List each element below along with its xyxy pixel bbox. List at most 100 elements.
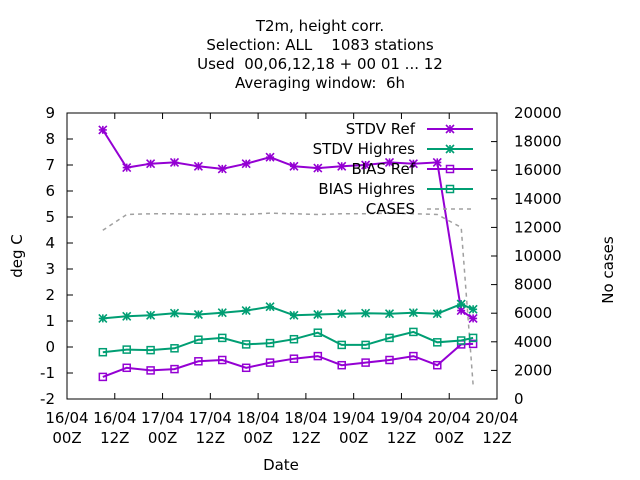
legend-label: STDV Ref: [346, 120, 416, 138]
data-point: [337, 340, 346, 350]
chart-title-line-3: Used 00,06,12,18 + 00 01 ... 12: [197, 55, 443, 73]
x-tick-label: 17/04: [141, 409, 184, 427]
plot-frame: [66, 112, 498, 400]
data-point: [361, 160, 371, 170]
x-tick-label: 12Z: [387, 429, 416, 447]
y2-tick-label: 20000: [514, 104, 562, 122]
data-point: [122, 345, 131, 354]
data-point: [409, 327, 418, 337]
data-point: [337, 309, 347, 319]
series-line: [102, 212, 474, 385]
y2-tick-label: 14000: [514, 190, 562, 208]
x-axis-label: Date: [263, 456, 299, 474]
data-point: [313, 328, 323, 337]
data-point: [170, 344, 179, 353]
y2-tick-label: 16000: [514, 161, 562, 179]
data-point: [456, 336, 466, 345]
data-point: [289, 161, 299, 171]
data-point: [169, 157, 180, 167]
legend-entry: BIAS Highres: [318, 180, 473, 198]
x-tick-label: 12Z: [291, 429, 320, 447]
data-point: [433, 338, 442, 347]
y-tick-label: 0: [45, 338, 55, 356]
data-point: [408, 308, 418, 318]
series-bias-highres: [98, 327, 478, 357]
x-tick-label: 00Z: [52, 429, 81, 447]
data-point: [122, 163, 132, 173]
chart-title-line-1: T2m, height corr.: [255, 17, 385, 35]
data-point: [313, 163, 323, 173]
x-tick-label: 19/04: [332, 409, 375, 427]
data-point: [241, 306, 251, 316]
data-point: [146, 159, 156, 169]
series-layer: [98, 125, 478, 385]
data-point: [433, 360, 442, 370]
data-point: [289, 334, 299, 344]
data-point: [265, 152, 275, 162]
data-point: [217, 164, 227, 174]
data-point: [408, 159, 418, 169]
data-point: [193, 161, 203, 171]
data-point: [361, 358, 370, 367]
data-point: [468, 313, 478, 323]
data-point: [98, 125, 108, 135]
data-point: [361, 308, 371, 318]
y-tick-label: 3: [45, 260, 55, 278]
data-point: [194, 335, 203, 344]
data-point: [98, 372, 108, 382]
legend-marker: [445, 184, 455, 194]
data-point: [265, 358, 275, 367]
data-point: [265, 302, 275, 312]
legend-label: BIAS Ref: [351, 160, 415, 178]
data-point: [289, 310, 299, 320]
y2-tick-label: 0: [514, 390, 524, 408]
x-tick-label: 12Z: [100, 429, 129, 447]
y-tick-label: 1: [45, 312, 55, 330]
series-bias-ref: [98, 339, 478, 382]
legend-entry: STDV Highres: [313, 140, 473, 158]
x-tick-label: 17/04: [189, 409, 232, 427]
data-point: [170, 364, 179, 374]
data-point: [218, 333, 227, 343]
series-line: [101, 129, 474, 320]
data-point: [289, 354, 299, 363]
x-tick-label: 12Z: [482, 429, 511, 447]
data-point: [241, 159, 251, 169]
y-tick-label: 7: [45, 156, 55, 174]
y-tick-label: 5: [45, 208, 55, 226]
y-tick-label: 2: [45, 286, 55, 304]
chart-title-line-2: Selection: ALL 1083 stations: [206, 36, 434, 54]
legend-label: CASES: [366, 200, 415, 218]
y-tick-label: -1: [40, 364, 55, 382]
x-tick-label: 16/04: [93, 409, 136, 427]
y2-tick-label: 10000: [514, 247, 562, 265]
legend-entry: STDV Ref: [346, 120, 473, 138]
series-line: [102, 330, 474, 354]
y-tick-label: 8: [45, 130, 55, 148]
y-tick-label: 4: [45, 234, 55, 252]
legend-marker: [445, 144, 455, 154]
y-tick-label: -2: [40, 390, 55, 408]
data-point: [146, 366, 155, 375]
y2-tick-label: 8000: [514, 276, 552, 294]
x-tick-label: 20/04: [428, 409, 471, 427]
y-tick-label: 6: [45, 182, 55, 200]
data-point: [384, 157, 395, 167]
data-point: [468, 339, 478, 349]
axes-layer: -2 -1 0 1 2 3 4 5 6 7 8 9 0 2000 4000 6000 8000 10000 1200…: [40, 104, 562, 447]
data-point: [337, 360, 346, 370]
data-point: [385, 355, 394, 365]
data-point: [146, 310, 156, 320]
x-tick-label: 16/04: [45, 409, 88, 427]
y2-tick-label: 12000: [514, 218, 562, 236]
data-point: [146, 345, 155, 355]
data-point: [313, 309, 323, 320]
data-point: [193, 309, 203, 320]
y-tick-label: 9: [45, 104, 55, 122]
data-point: [194, 357, 203, 366]
data-point: [313, 351, 323, 361]
data-point: [409, 351, 418, 361]
data-point: [468, 333, 478, 343]
x-tick-label: 00Z: [339, 429, 368, 447]
data-point: [432, 309, 442, 319]
